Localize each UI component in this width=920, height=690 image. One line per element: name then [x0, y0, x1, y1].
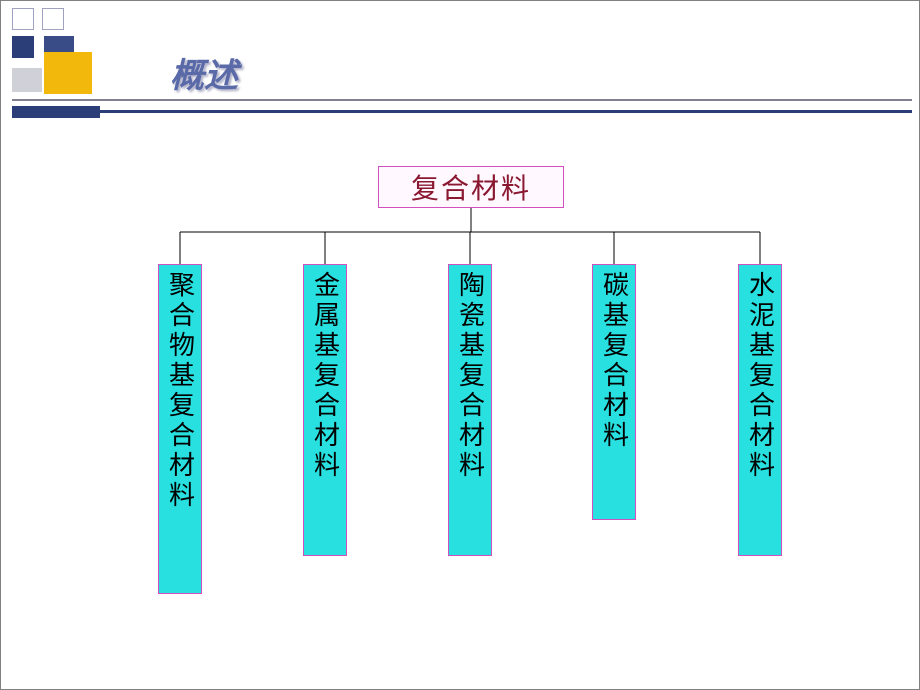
deco-yellow-block: [44, 52, 92, 94]
tree-root: 复合材料: [378, 166, 564, 208]
tree-child-label: 聚合物基复合材料: [162, 271, 199, 511]
tree-child-label: 陶瓷基复合材料: [452, 271, 489, 481]
header-thick-rule-left: [12, 106, 100, 118]
deco-gray-block: [12, 68, 42, 92]
slide-title: 概述: [170, 48, 238, 97]
tree-child: 聚合物基复合材料: [158, 264, 202, 594]
deco-navy-square: [12, 36, 34, 58]
tree-child: 水泥基复合材料: [738, 264, 782, 556]
tree-child: 陶瓷基复合材料: [448, 264, 492, 556]
tree-root-label: 复合材料: [411, 167, 531, 207]
header-thin-rule-right: [100, 110, 912, 113]
tree-child: 金属基复合材料: [303, 264, 347, 556]
deco-white-square: [12, 8, 34, 30]
tree-child-label: 碳基复合材料: [596, 271, 633, 451]
deco-white-square: [42, 8, 64, 30]
tree-child: 碳基复合材料: [592, 264, 636, 520]
tree-child-label: 金属基复合材料: [307, 271, 344, 481]
tree-child-label: 水泥基复合材料: [742, 271, 779, 481]
header-thin-rule: [12, 99, 912, 101]
